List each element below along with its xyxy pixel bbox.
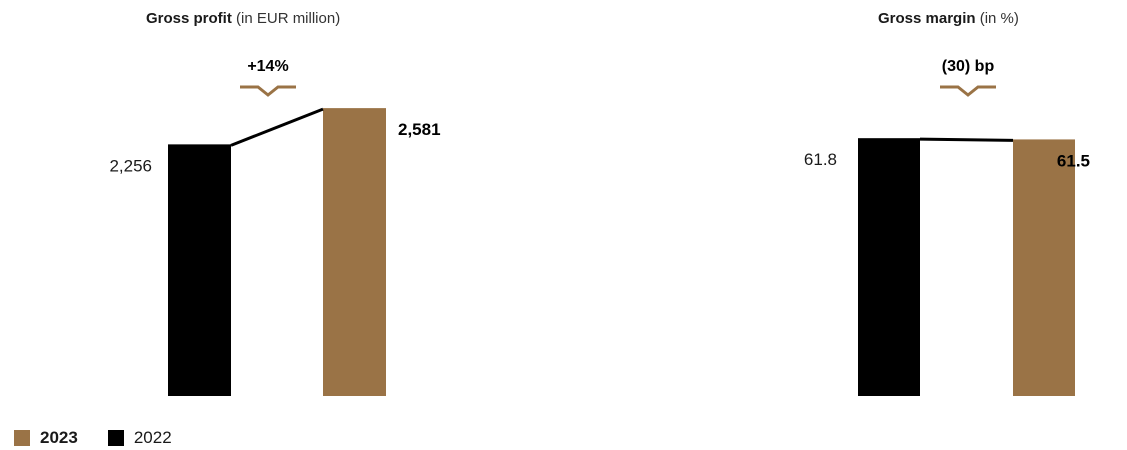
- legend-label-2022: 2022: [133, 428, 172, 447]
- gross-margin-bar-2023: [1013, 139, 1075, 396]
- gross-margin-change-label: (30) bp: [942, 58, 995, 75]
- gross-margin-value-label-2023: 61.5: [1057, 151, 1090, 170]
- gross-profit-bar-2022: [168, 144, 231, 396]
- charts-canvas: 2,256 2,581 +14% 61.8 61.5 (30) bp: [109, 58, 1090, 396]
- gross-profit-title-text: Gross profit: [146, 10, 232, 27]
- gross-margin-title: Gross margin (in %): [878, 10, 1019, 27]
- legend-item-2023: 2023: [14, 428, 78, 448]
- gross-profit-value-label-2022: 2,256: [109, 156, 152, 175]
- legend: 2023 2022: [14, 428, 202, 448]
- legend-label-2023: 2023: [40, 428, 78, 447]
- gross-margin-bar-2022: [858, 138, 920, 396]
- legend-swatch-2023: [14, 430, 30, 446]
- legend-item-2022: 2022: [107, 428, 172, 448]
- gross-profit-connector-line: [230, 107, 324, 147]
- gross-profit-bar-2023: [323, 108, 386, 396]
- gross-margin-subtitle: (in %): [979, 10, 1019, 27]
- gross-margin-title-text: Gross margin: [878, 10, 976, 27]
- gross-margin-change-bracket-icon: [940, 85, 996, 97]
- gross-profit-value-label-2023: 2,581: [398, 120, 441, 139]
- legend-swatch-2022: [107, 430, 124, 446]
- gross-profit-title: Gross profit (in EUR million): [146, 10, 340, 27]
- gross-profit-change-label: +14%: [247, 58, 288, 75]
- gross-margin-connector-line: [919, 137, 1014, 142]
- gross-margin-value-label-2022: 61.8: [804, 150, 837, 169]
- gross-profit-subtitle: (in EUR million): [236, 10, 341, 27]
- gross-profit-change-bracket-icon: [240, 85, 296, 97]
